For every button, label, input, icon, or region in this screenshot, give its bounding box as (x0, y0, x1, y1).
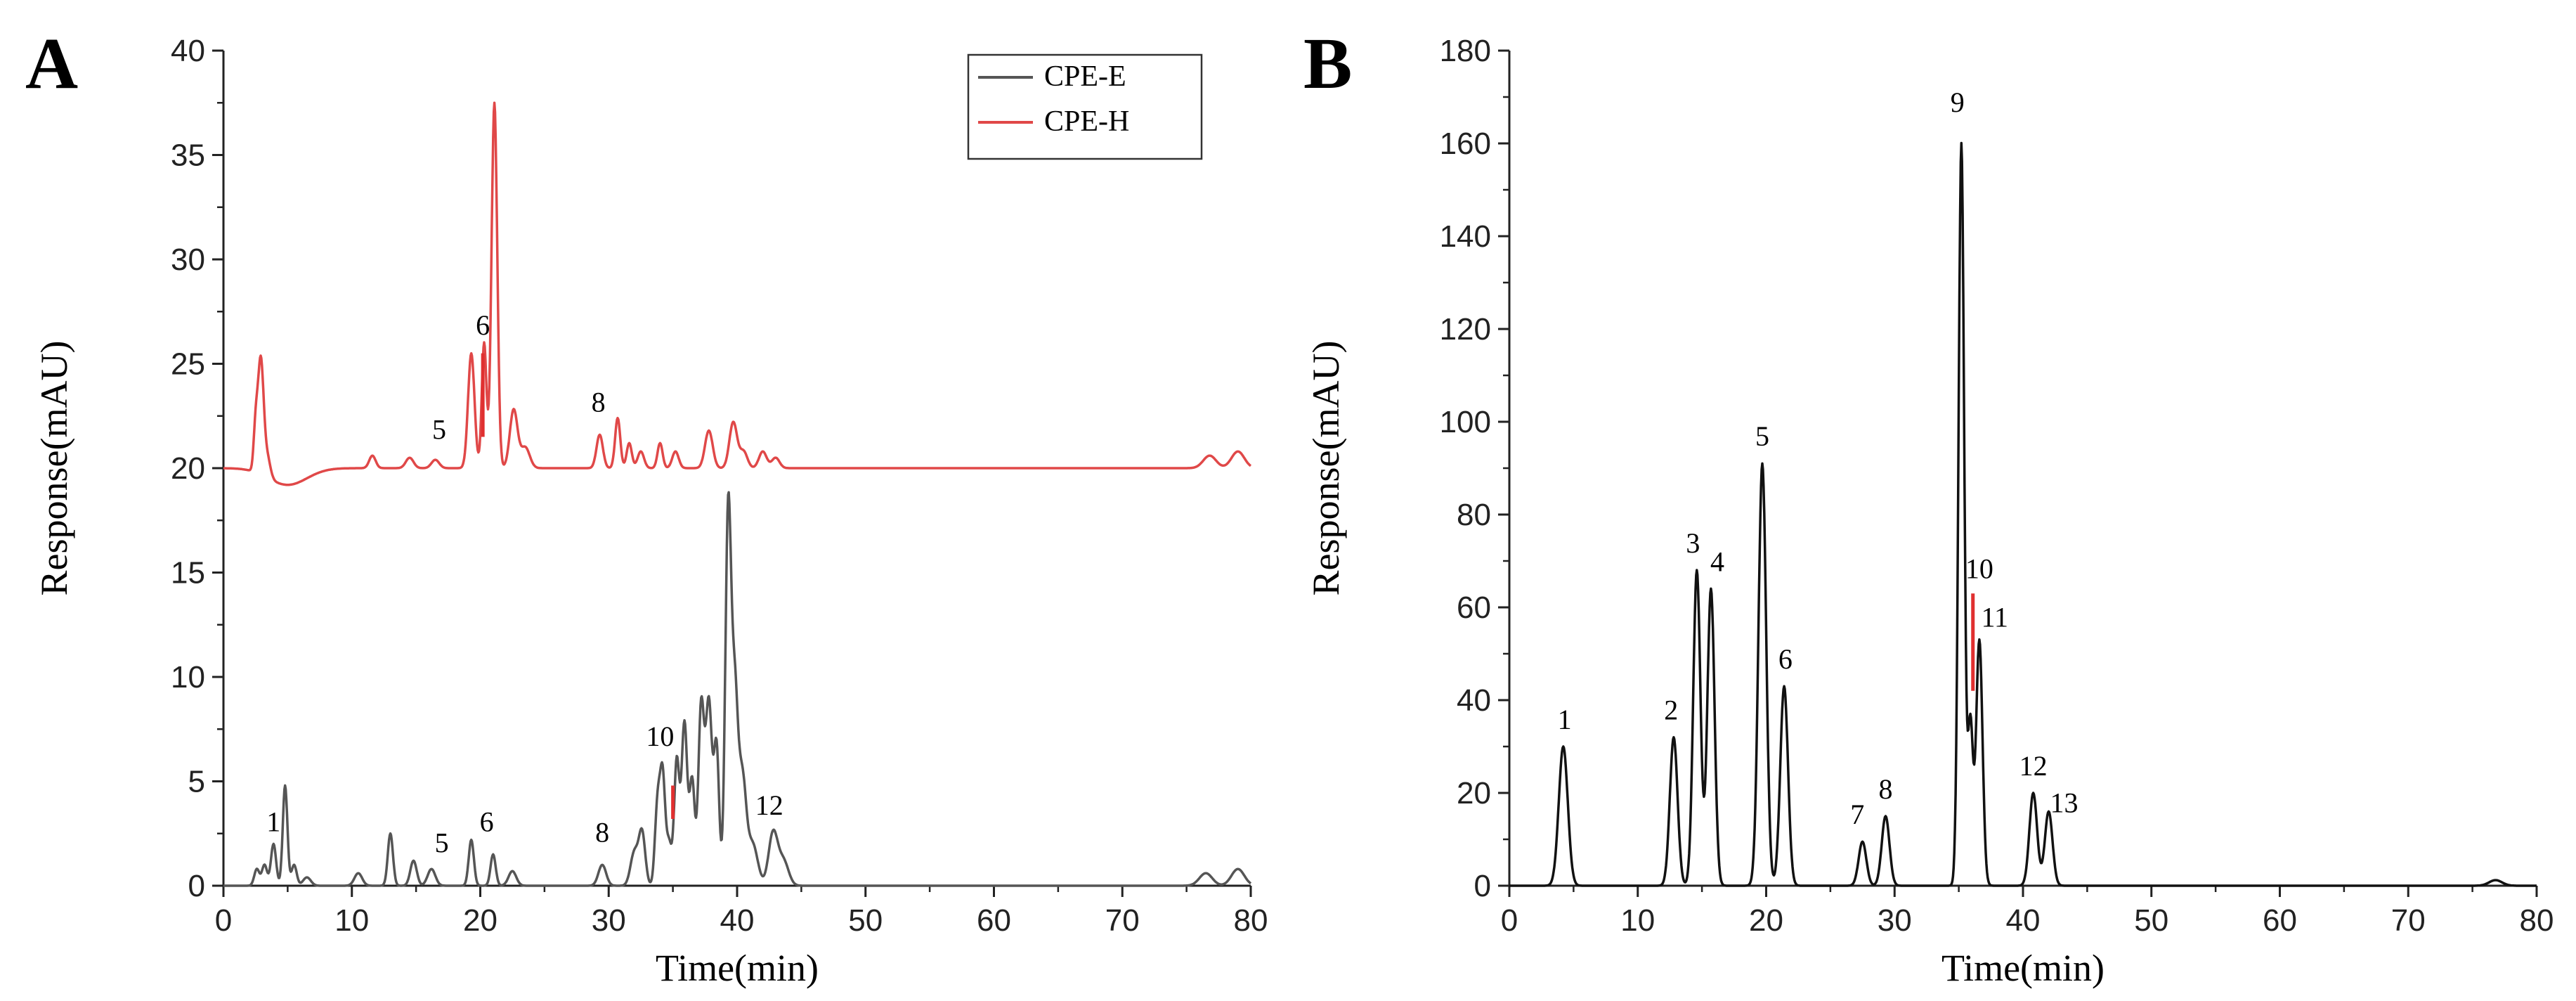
peak-label: 13 (2050, 787, 2078, 819)
y-tick-label: 40 (171, 34, 205, 68)
x-tick-label: 10 (334, 903, 369, 938)
y-tick-label: 20 (171, 451, 205, 486)
peak-label: 11 (1982, 602, 2009, 633)
peak-label: 2 (1664, 695, 1678, 726)
x-tick-label: 20 (1749, 903, 1783, 938)
y-tick-label: 30 (171, 243, 205, 277)
x-tick-label: 30 (1878, 903, 1912, 938)
y-tick-label: 5 (188, 765, 205, 799)
x-tick-label: 30 (592, 903, 626, 938)
legend-label: CPE-E (1044, 60, 1126, 93)
y-tick-label: 20 (1457, 776, 1491, 811)
chart-panel-a: 0 10 20 30 40 50 60 70 800510152025303540Time(mi… (33, 34, 1268, 989)
panel-b-label: B (1303, 23, 1352, 104)
y-tick-label: 80 (1457, 498, 1491, 532)
x-tick-label: 60 (977, 903, 1011, 938)
y-tick-label: 120 (1440, 312, 1491, 347)
y-tick-label: 10 (171, 660, 205, 695)
peak-label: 12 (755, 789, 783, 821)
y-tick-label: 25 (171, 347, 205, 382)
peak-label: 7 (1850, 799, 1864, 830)
x-tick-label: 50 (848, 903, 883, 938)
peak-label: 6 (1778, 643, 1793, 675)
peak-label: 10 (1965, 553, 1993, 584)
x-tick-label: 70 (1105, 903, 1140, 938)
peak-label: 12 (2019, 750, 2048, 782)
peak-label: 5 (1755, 420, 1769, 452)
y-tick-label: 160 (1440, 127, 1491, 161)
panel-a-label: A (25, 23, 78, 104)
y-tick-label: 60 (1457, 590, 1491, 625)
x-tick-label: 0 (1501, 903, 1518, 938)
peak-label: 1 (1558, 704, 1572, 735)
x-tick-label: 50 (2134, 903, 2168, 938)
y-tick-label: 40 (1457, 683, 1491, 718)
peak-label: 9 (1951, 86, 1965, 118)
x-tick-label: 60 (2263, 903, 2297, 938)
x-tick-label: 40 (720, 903, 755, 938)
peak-label: 3 (1686, 527, 1700, 559)
legend: CPE-E CPE-H (967, 53, 1203, 160)
series-line-cpe-h (223, 101, 1252, 486)
x-tick-label: 70 (2391, 903, 2426, 938)
y-tick-label: 35 (171, 138, 205, 173)
x-tick-label: 20 (463, 903, 497, 938)
peak-label: 5 (432, 413, 446, 445)
x-axis-title: Time(min) (656, 947, 819, 989)
x-tick-label: 80 (2520, 903, 2554, 938)
peak-label: 1 (266, 806, 280, 838)
legend-label: CPE-H (1044, 105, 1129, 138)
series-line-cpe-e (223, 491, 1252, 887)
y-tick-label: 0 (1474, 869, 1491, 903)
peak-label: 8 (595, 817, 609, 848)
x-tick-label: 0 (215, 903, 232, 938)
y-tick-label: 140 (1440, 219, 1491, 254)
y-axis-title: Response(mAU) (33, 341, 75, 596)
peak-label: 6 (476, 309, 490, 341)
y-axis-title: Response(mAU) (1305, 341, 1347, 596)
x-tick-label: 80 (1234, 903, 1268, 938)
y-tick-label: 180 (1440, 34, 1491, 68)
chart-panel-b: 0 10 20 30 40 50 60 70 8002040608010012014016018… (1305, 34, 2554, 989)
peak-label: 6 (480, 806, 494, 838)
peak-label: 8 (592, 387, 606, 418)
y-tick-label: 0 (188, 869, 205, 903)
y-tick-label: 100 (1440, 405, 1491, 439)
peak-label: 8 (1878, 773, 1892, 805)
legend-box (967, 53, 1203, 160)
x-tick-label: 40 (2006, 903, 2041, 938)
peak-label: 5 (435, 827, 449, 858)
x-axis-title: Time(min) (1941, 947, 2105, 989)
series-line-sample (1509, 141, 2537, 887)
peak-label: 4 (1710, 545, 1724, 577)
peak-label: 10 (646, 721, 674, 752)
y-tick-label: 15 (171, 556, 205, 590)
x-tick-label: 10 (1620, 903, 1655, 938)
